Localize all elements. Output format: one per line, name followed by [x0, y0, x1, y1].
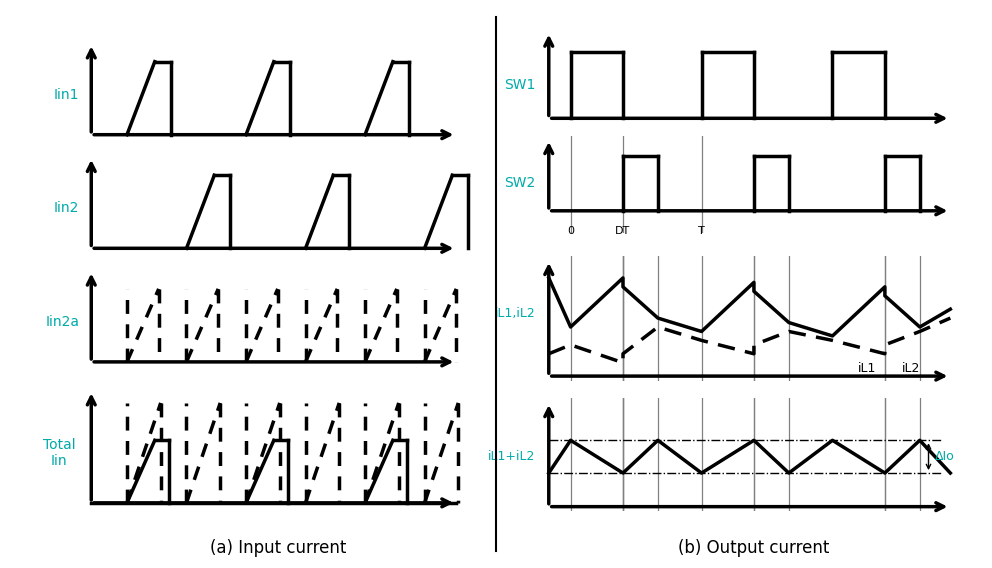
Text: Total
Iin: Total Iin	[43, 438, 75, 468]
Text: SW1: SW1	[504, 78, 536, 92]
Text: (b) Output current: (b) Output current	[679, 538, 829, 557]
Text: SW2: SW2	[504, 176, 536, 190]
Text: Iin2: Iin2	[54, 201, 79, 215]
Text: iL1: iL1	[858, 362, 877, 375]
Text: iL1+iL2: iL1+iL2	[488, 450, 536, 463]
Text: iL2: iL2	[902, 362, 921, 375]
Text: iL1,iL2: iL1,iL2	[495, 307, 536, 320]
Text: Iin2a: Iin2a	[46, 315, 79, 329]
Text: DT: DT	[615, 226, 631, 236]
Text: T: T	[698, 226, 705, 236]
Text: ΔIo: ΔIo	[935, 450, 955, 463]
Text: Iin1: Iin1	[54, 87, 79, 102]
Text: 0: 0	[567, 226, 574, 236]
Text: (a) Input current: (a) Input current	[209, 538, 346, 557]
